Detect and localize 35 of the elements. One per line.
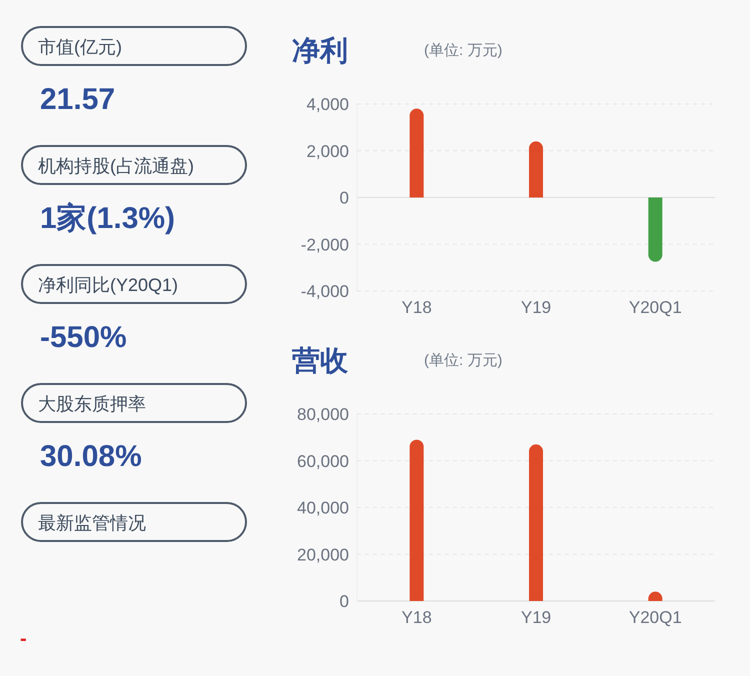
text: 1家(1.3%) (40, 202, 176, 235)
category-label: 机构持股(占流通盘) (38, 156, 194, 176)
category-label: 市值(亿元) (38, 37, 122, 57)
category-label: 最新监管情况 (38, 513, 146, 533)
chart-title: 净利 (292, 35, 348, 66)
y-tick-label: 20,000 (297, 545, 349, 564)
y-tick-label: -4,000 (300, 282, 349, 301)
y-tick-label: 40,000 (297, 498, 349, 518)
y-tick-label: 2,000 (306, 142, 349, 161)
chart-title: 营收 (291, 345, 349, 376)
text: -550% (40, 321, 127, 354)
y-tick-label: 0 (340, 592, 349, 611)
y-tick-label: 0 (340, 188, 349, 208)
x-tick-label: Y20Q1 (628, 608, 682, 627)
x-tick-label: Y19 (520, 608, 552, 627)
bar (529, 444, 543, 601)
bar (410, 440, 424, 601)
y-tick-label: 80,000 (297, 405, 349, 424)
chart-subtitle: (单位: 万元) (424, 42, 502, 59)
category-label: 净利同比(Y20Q1) (38, 275, 178, 295)
text: - (20, 628, 27, 650)
bar (410, 108, 424, 198)
x-tick-label: Y20Q1 (628, 298, 682, 317)
category-label: 大股东质押率 (38, 394, 146, 414)
text: 30.08% (40, 440, 142, 473)
text: 21.57 (40, 83, 116, 116)
bar (529, 141, 543, 198)
bar (648, 198, 662, 262)
x-tick-label: Y18 (402, 608, 432, 627)
x-tick-label: Y18 (402, 298, 432, 317)
y-tick-label: 4,000 (306, 95, 349, 114)
x-tick-label: Y19 (520, 298, 552, 317)
chart-subtitle: (单位: 万元) (424, 352, 502, 369)
y-tick-label: -2,000 (300, 235, 349, 254)
y-tick-label: 60,000 (297, 452, 349, 471)
